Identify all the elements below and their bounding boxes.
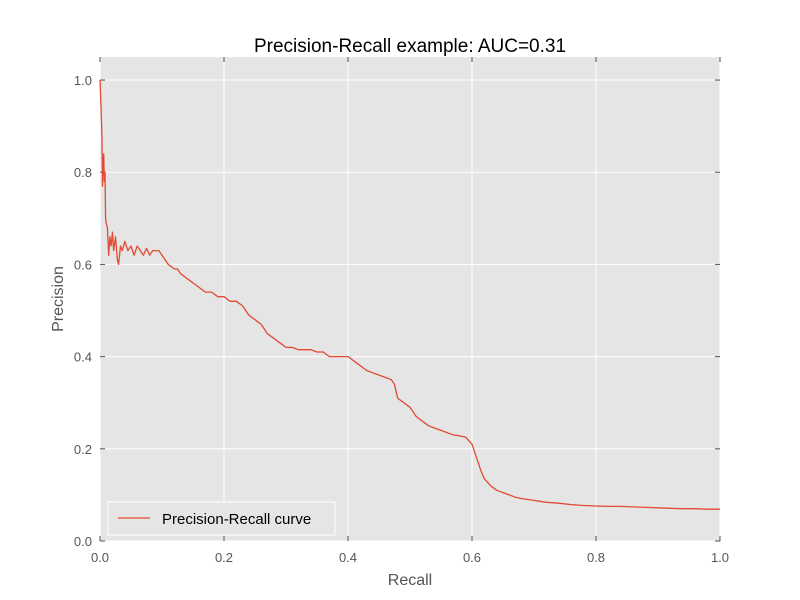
y-tick-label: 0.4: [74, 350, 92, 365]
x-tick-label: 0.2: [215, 550, 233, 565]
grid-lines: [99, 57, 721, 542]
x-tick-label: 0.0: [91, 550, 109, 565]
x-tick-label: 0.8: [587, 550, 605, 565]
y-tick-label: 0.0: [74, 534, 92, 549]
legend-label: Precision-Recall curve: [162, 511, 311, 528]
tick-labels: 0.0 0.2 0.4 0.6 0.8 1.0 0.0 0.2 0.4 0.6 0.8 1.0: [74, 73, 729, 565]
y-tick-label: 1.0: [74, 73, 92, 88]
precision-recall-curve-line: [99, 79, 720, 510]
y-tick-label: 0.8: [74, 165, 92, 180]
y-axis-label: Precision: [50, 266, 67, 332]
y-tick-label: 0.2: [74, 442, 92, 457]
plot-background: [100, 57, 720, 541]
y-tick-label: 0.6: [74, 257, 92, 272]
x-tick-label: 1.0: [711, 550, 729, 565]
x-tick-label: 0.6: [463, 550, 481, 565]
axis-ticks: [99, 57, 721, 542]
legend: Precision-Recall curve: [107, 501, 336, 536]
x-tick-label: 0.4: [339, 550, 357, 565]
x-axis-label: Recall: [388, 572, 432, 589]
chart-title: Precision-Recall example: AUC=0.31: [254, 36, 566, 57]
